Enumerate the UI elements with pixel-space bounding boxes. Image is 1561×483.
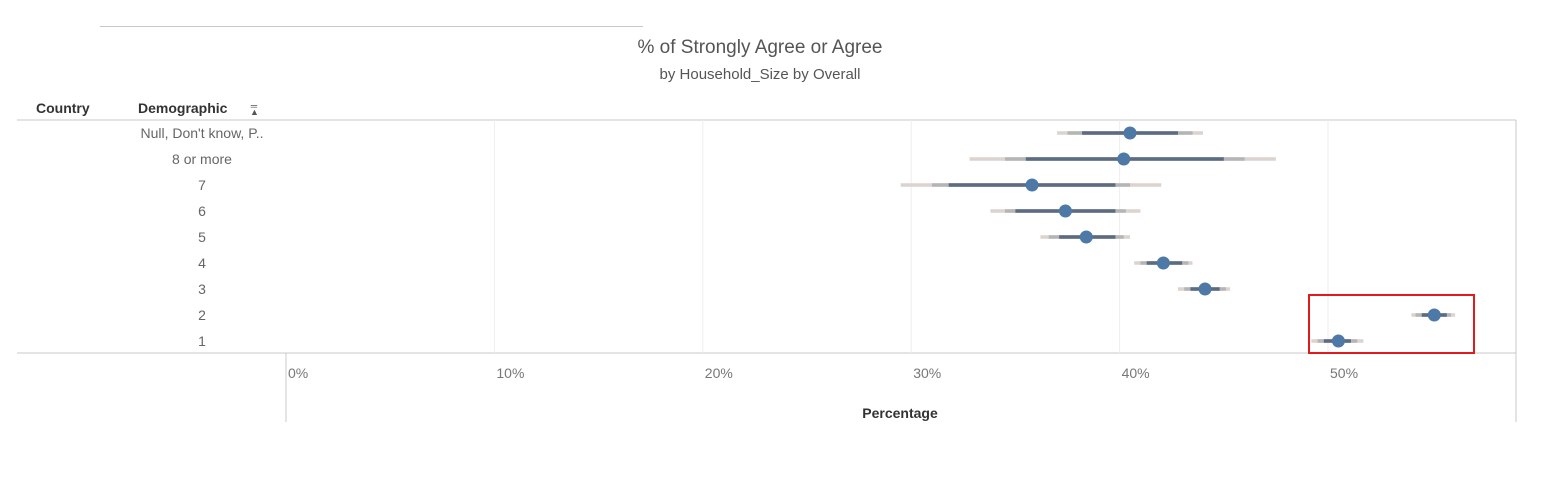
sort-icon[interactable]: ═ ▲ xyxy=(250,101,259,117)
category-label: 3 xyxy=(198,281,206,297)
category-label: 1 xyxy=(198,333,206,349)
row-header-country[interactable]: Country xyxy=(36,100,90,116)
x-axis-title: Percentage xyxy=(862,405,938,421)
chart-title: % of Strongly Agree or Agree xyxy=(637,37,883,58)
highlight-box xyxy=(1308,294,1475,354)
data-point xyxy=(1156,256,1170,270)
x-tick-label: 50% xyxy=(1330,365,1358,381)
x-tick-label: 10% xyxy=(496,365,524,381)
data-point xyxy=(1058,204,1072,218)
x-tick-label: 0% xyxy=(288,365,308,381)
data-point xyxy=(1025,178,1039,192)
category-label: 5 xyxy=(198,229,206,245)
top-divider xyxy=(100,26,643,27)
category-label: 6 xyxy=(198,203,206,219)
category-label: 2 xyxy=(198,307,206,323)
data-point xyxy=(1427,308,1441,322)
data-point xyxy=(1079,230,1093,244)
data-point xyxy=(1117,152,1131,166)
x-tick-label: 20% xyxy=(705,365,733,381)
x-tick-label: 40% xyxy=(1122,365,1150,381)
category-label: 4 xyxy=(198,255,206,271)
row-header-demographic[interactable]: Demographic xyxy=(138,100,228,116)
category-label: 7 xyxy=(198,177,206,193)
data-point xyxy=(1123,126,1137,140)
category-label: 8 or more xyxy=(172,151,232,167)
category-label: Null, Don't know, P.. xyxy=(140,125,263,141)
chart-subtitle: by Household_Size by Overall xyxy=(659,66,861,83)
data-point xyxy=(1331,334,1345,348)
data-point xyxy=(1198,282,1212,296)
x-tick-label: 30% xyxy=(913,365,941,381)
